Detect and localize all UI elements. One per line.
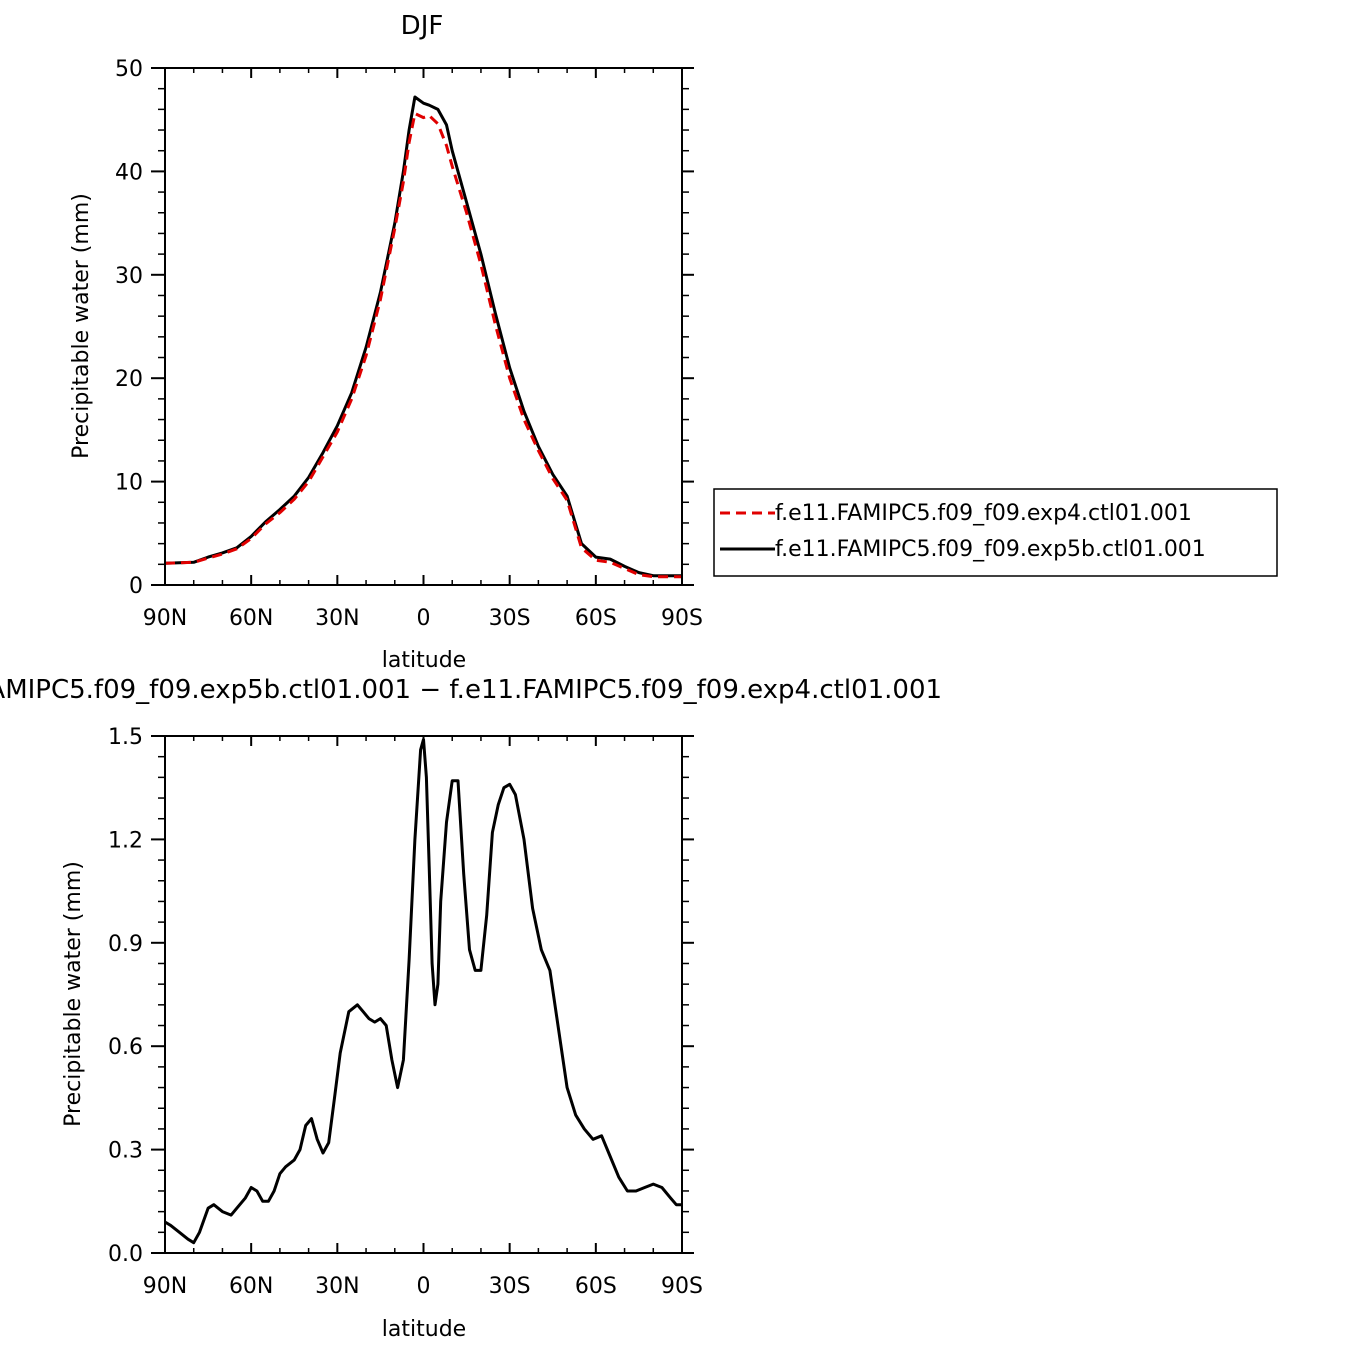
top-x-tick-label: 30N — [315, 606, 359, 631]
top-y-tick-label: 0 — [129, 574, 143, 599]
top-x-tick-label: 30S — [489, 606, 531, 631]
bottom-x-tick-label: 30S — [489, 1274, 531, 1299]
legend-label-exp4: f.e11.FAMIPC5.f09_f09.exp4.ctl01.001 — [775, 501, 1192, 526]
bottom-x-tick-label: 30N — [315, 1274, 359, 1299]
bottom-y-tick-label: 1.5 — [108, 725, 143, 750]
bottom-y-tick-label: 0.6 — [108, 1035, 143, 1060]
top-panel: DJF 90N 60N 30N 0 30S 60S 90S 0 10 20 30 40 50 latit… — [69, 11, 1278, 673]
bottom-x-tick-label: 90N — [143, 1274, 187, 1299]
bottom-series-line-0 — [164, 737, 682, 1245]
bottom-y-tick-label: 0.3 — [108, 1139, 143, 1164]
bottom-y-axis-label: Precipitable water (mm) — [61, 861, 86, 1127]
top-y-tick-label: 40 — [115, 160, 143, 185]
top-x-tick-label: 90N — [143, 606, 187, 631]
bottom-panel: f.e11.FAMIPC5.f09_f09.exp5b.ctl01.001 − … — [0, 675, 942, 1342]
bottom-chart-title: f.e11.FAMIPC5.f09_f09.exp5b.ctl01.001 − … — [0, 675, 942, 705]
bottom-x-tick-label: 60N — [229, 1274, 273, 1299]
top-plot-frame — [164, 67, 683, 586]
top-x-tick-label: 60N — [229, 606, 273, 631]
top-y-tick-label: 50 — [115, 57, 143, 82]
bottom-x-axis-label: latitude — [382, 1317, 466, 1342]
top-x-tick-label: 60S — [575, 606, 617, 631]
top-x-axis-label: latitude — [382, 648, 466, 673]
top-y-tick-label: 30 — [115, 264, 143, 289]
legend-label-exp5b: f.e11.FAMIPC5.f09_f09.exp5b.ctl01.001 — [775, 537, 1206, 562]
bottom-y-tick-label: 0.0 — [108, 1242, 143, 1267]
top-x-tick-label: 0 — [417, 606, 431, 631]
top-y-axis-label: Precipitable water (mm) — [69, 193, 94, 459]
top-y-tick-label: 20 — [115, 367, 143, 392]
bottom-x-tick-label: 90S — [661, 1274, 703, 1299]
bottom-y-tick-label: 0.9 — [108, 932, 143, 957]
bottom-plot-frame — [164, 735, 683, 1254]
legend-box — [713, 488, 1278, 577]
top-series-line-1 — [164, 95, 682, 578]
bottom-x-tick-label: 0 — [417, 1274, 431, 1299]
top-y-tick-label: 10 — [115, 471, 143, 496]
bottom-x-tick-label: 60S — [575, 1274, 617, 1299]
bottom-y-tick-label: 1.2 — [108, 828, 143, 853]
legend: f.e11.FAMIPC5.f09_f09.exp4.ctl01.001 f.e… — [713, 488, 1278, 577]
top-chart-title: DJF — [401, 11, 444, 41]
top-series-line-0 — [164, 112, 682, 579]
top-x-tick-label: 90S — [661, 606, 703, 631]
